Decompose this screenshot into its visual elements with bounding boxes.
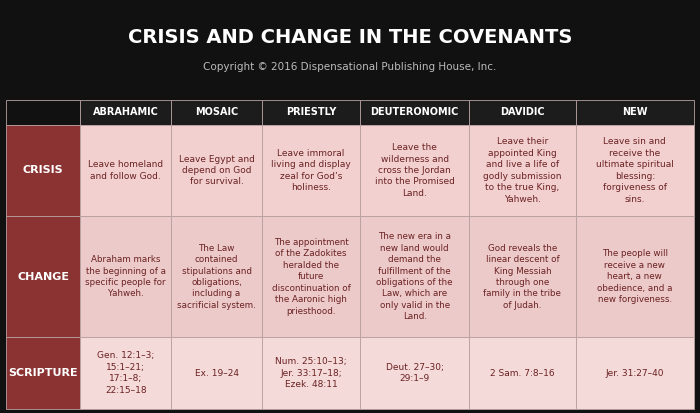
Text: NEW: NEW (622, 107, 648, 117)
Bar (469, 216, 575, 337)
Bar (262, 124, 360, 216)
Text: ABRAHAMIC: ABRAHAMIC (93, 107, 159, 117)
Bar (575, 337, 694, 409)
Text: Copyright © 2016 Dispensational Publishing House, Inc.: Copyright © 2016 Dispensational Publishi… (203, 62, 497, 72)
Text: God reveals the
linear descent of
King Messiah
through one
family in the tribe
o: God reveals the linear descent of King M… (484, 244, 561, 310)
Text: The appointment
of the Zadokites
heralded the
future
discontinuation of
the Aaro: The appointment of the Zadokites heralde… (272, 238, 351, 316)
Text: CRISIS: CRISIS (23, 166, 64, 176)
Text: Ex. 19–24: Ex. 19–24 (195, 369, 239, 377)
Text: The new era in a
new land would
demand the
fulfillment of the
obligations of the: The new era in a new land would demand t… (377, 232, 453, 321)
Bar (360, 124, 469, 216)
Text: CRISIS AND CHANGE IN THE COVENANTS: CRISIS AND CHANGE IN THE COVENANTS (128, 28, 572, 47)
Bar (469, 100, 575, 124)
Bar (6, 216, 80, 337)
Text: Num. 25:10–13;
Jer. 33:17–18;
Ezek. 48:11: Num. 25:10–13; Jer. 33:17–18; Ezek. 48:1… (275, 357, 347, 389)
Text: SCRIPTURE: SCRIPTURE (8, 368, 78, 378)
Bar (360, 100, 469, 124)
Bar (171, 124, 262, 216)
Text: Jer. 31:27–40: Jer. 31:27–40 (606, 369, 664, 377)
Text: Leave Egypt and
depend on God
for survival.: Leave Egypt and depend on God for surviv… (178, 154, 255, 186)
Bar (171, 216, 262, 337)
Bar (6, 124, 80, 216)
Bar (360, 337, 469, 409)
Bar (80, 124, 171, 216)
Text: Abraham marks
the beginning of a
specific people for
Yahweh.: Abraham marks the beginning of a specifi… (85, 255, 166, 299)
Bar (262, 100, 360, 124)
Bar (469, 124, 575, 216)
Text: MOSAIC: MOSAIC (195, 107, 238, 117)
Bar (80, 216, 171, 337)
Text: The people will
receive a new
heart, a new
obedience, and a
new forgiveness.: The people will receive a new heart, a n… (597, 249, 673, 304)
Text: Leave the
wilderness and
cross the Jordan
into the Promised
Land.: Leave the wilderness and cross the Jorda… (374, 143, 454, 198)
Bar (80, 100, 171, 124)
Text: Deut. 27–30;
29:1–9: Deut. 27–30; 29:1–9 (386, 363, 444, 383)
Bar (262, 337, 360, 409)
Bar (575, 216, 694, 337)
Bar (575, 124, 694, 216)
Text: DEUTERONOMIC: DEUTERONOMIC (370, 107, 459, 117)
Bar (262, 216, 360, 337)
Text: The Law
contained
stipulations and
obligations,
including a
sacrificial system.: The Law contained stipulations and oblig… (177, 244, 256, 310)
Text: Gen. 12:1–3;
15:1–21;
17:1–8;
22:15–18: Gen. 12:1–3; 15:1–21; 17:1–8; 22:15–18 (97, 351, 154, 395)
Text: DAVIDIC: DAVIDIC (500, 107, 545, 117)
Text: Leave homeland
and follow God.: Leave homeland and follow God. (88, 160, 163, 181)
Bar (6, 100, 80, 124)
Bar (360, 216, 469, 337)
Bar (171, 337, 262, 409)
Text: Leave sin and
receive the
ultimate spiritual
blessing:
forgiveness of
sins.: Leave sin and receive the ultimate spiri… (596, 138, 674, 204)
Text: 2 Sam. 7:8–16: 2 Sam. 7:8–16 (490, 369, 554, 377)
Bar (469, 337, 575, 409)
Text: Leave their
appointed King
and live a life of
godly submission
to the true King,: Leave their appointed King and live a li… (483, 138, 561, 204)
Bar (80, 337, 171, 409)
Bar (6, 337, 80, 409)
Bar (575, 100, 694, 124)
Text: CHANGE: CHANGE (18, 272, 69, 282)
Text: PRIESTLY: PRIESTLY (286, 107, 336, 117)
Text: Leave immoral
living and display
zeal for God’s
holiness.: Leave immoral living and display zeal fo… (272, 149, 351, 192)
Bar (171, 100, 262, 124)
